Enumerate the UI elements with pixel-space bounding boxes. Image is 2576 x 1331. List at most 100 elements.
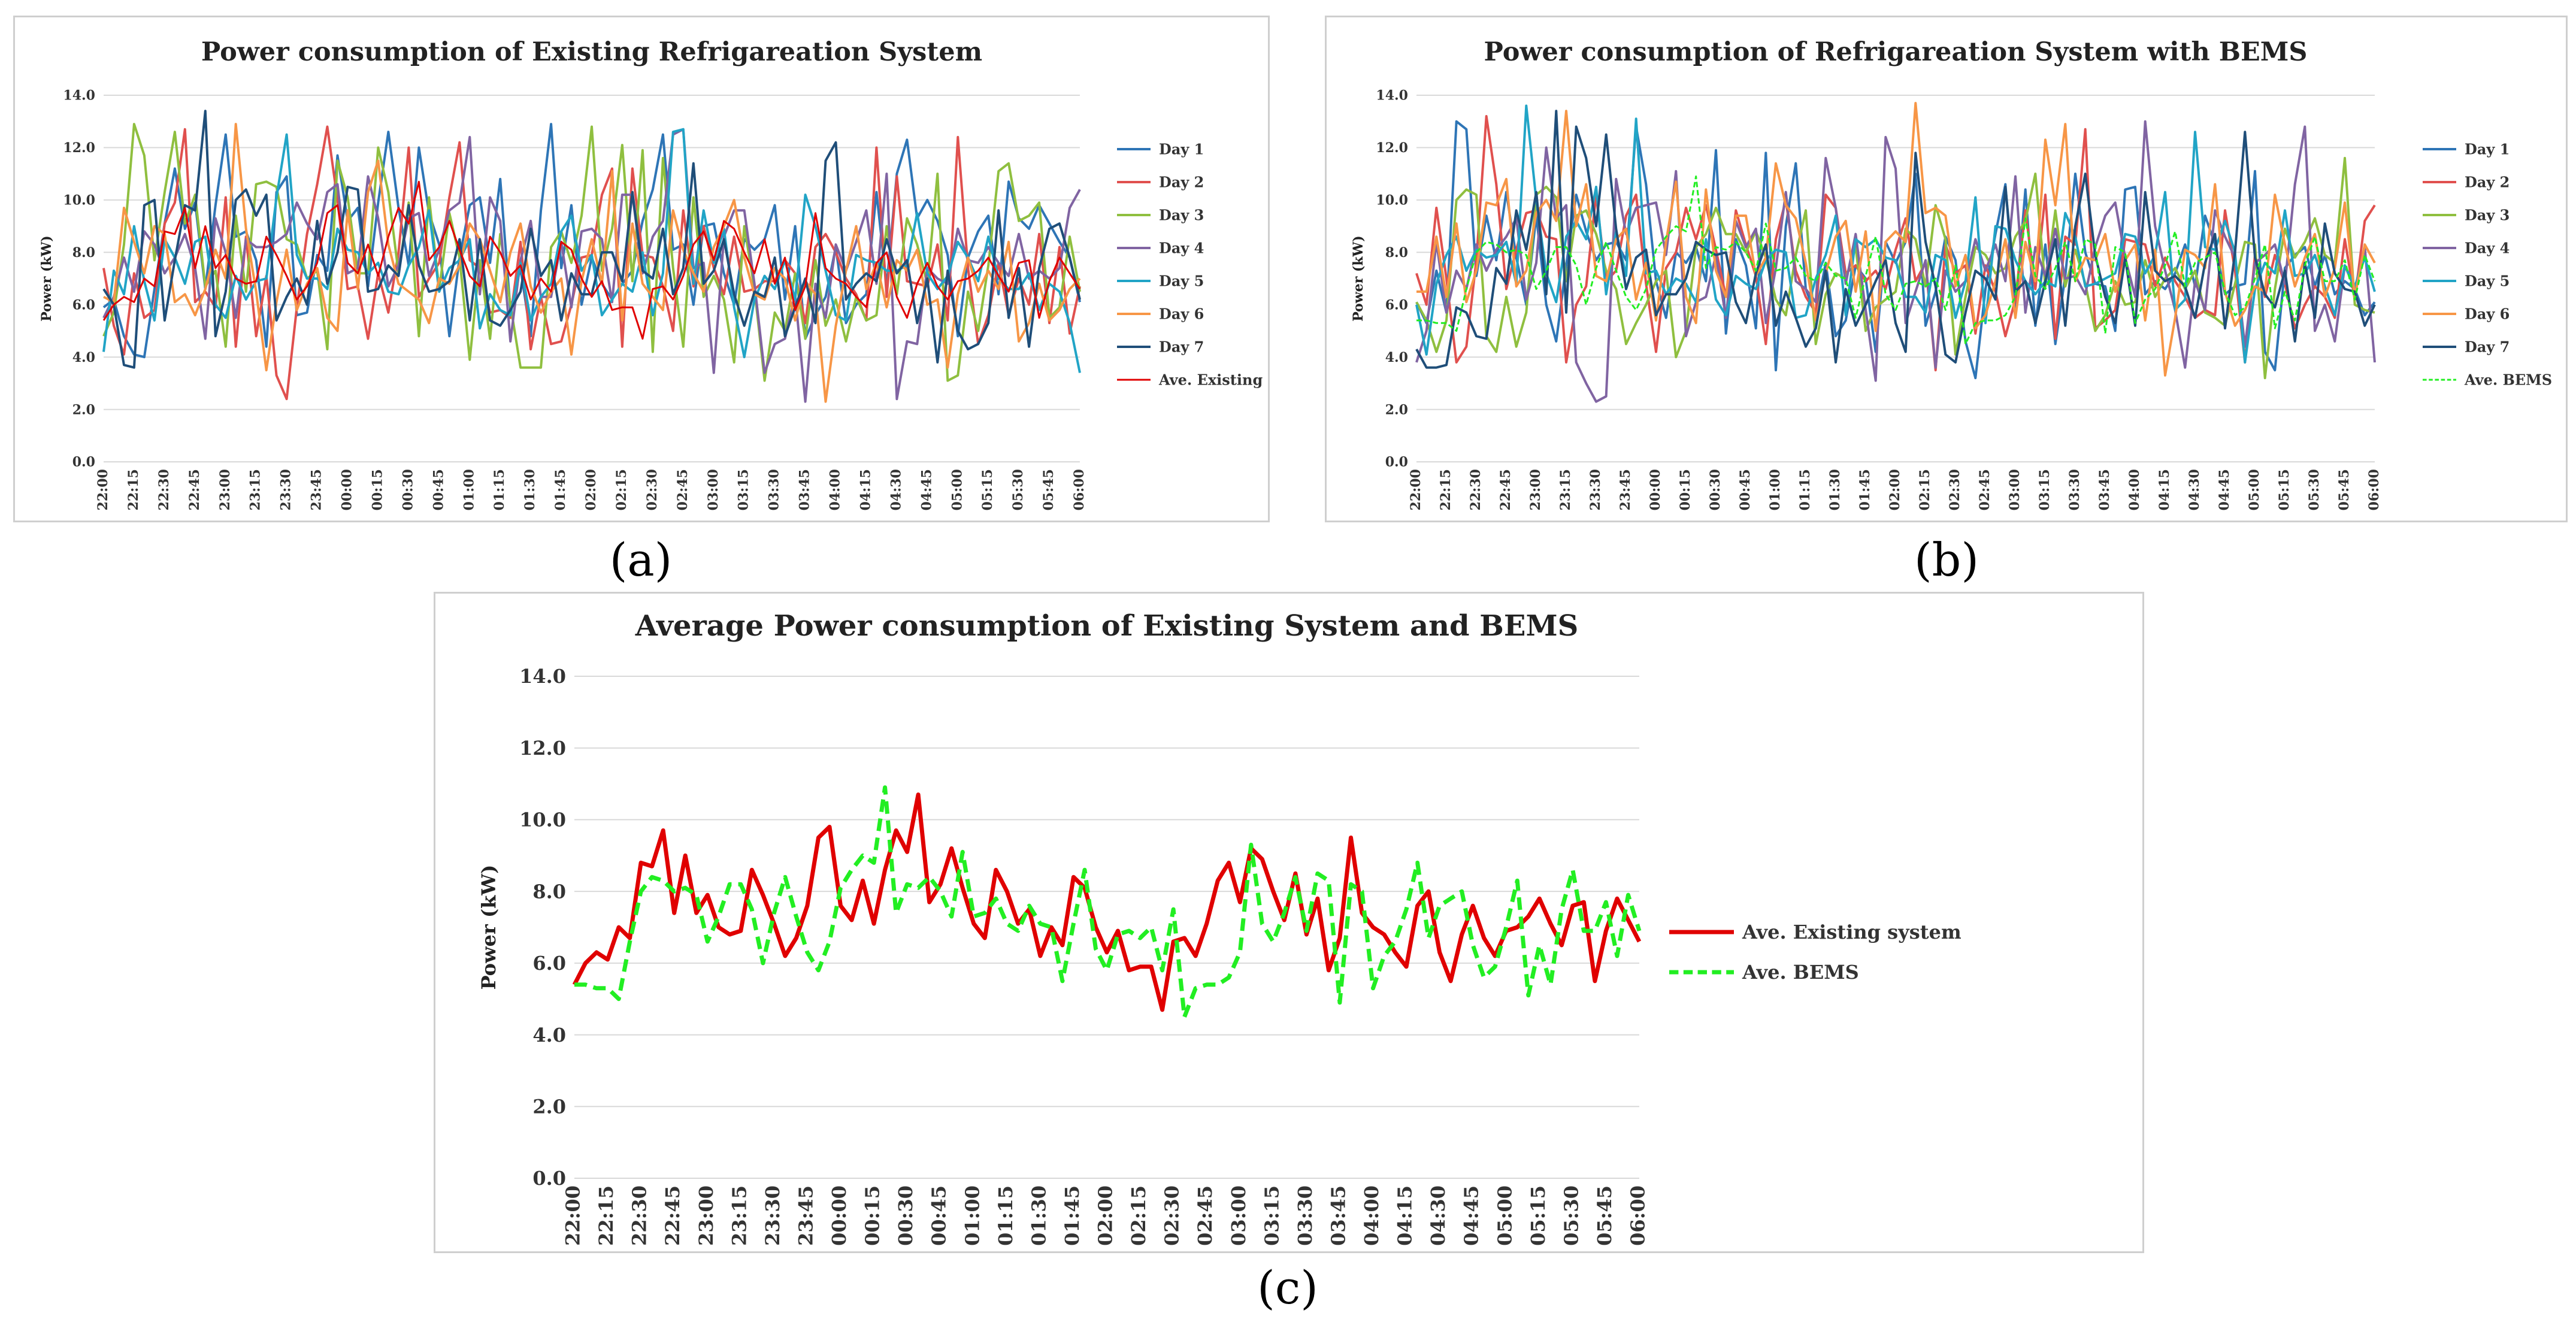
chart-c-xtick-label: 03:30 — [1294, 1185, 1316, 1246]
chart-c-xtick-label: 05:15 — [1527, 1185, 1549, 1246]
chart-a-xtick-label: 02:30 — [644, 469, 660, 510]
chart-c-ytick-label: 2.0 — [532, 1095, 566, 1118]
chart-b-xtick-label: 22:30 — [1468, 469, 1484, 510]
chart-c-xtick-label: 22:15 — [595, 1185, 617, 1246]
chart-a-ylabel: Power (kW) — [39, 235, 55, 322]
chart-a-legend-label: Day 5 — [1159, 272, 1204, 289]
chart-a-xtick-label: 22:00 — [95, 469, 111, 510]
chart-b-xtick-label: 04:15 — [2157, 469, 2172, 510]
chart-c-ytick-label: 8.0 — [532, 880, 566, 903]
chart-a-xtick-label: 04:15 — [858, 469, 873, 510]
chart-b-legend-label: Day 2 — [2465, 173, 2510, 190]
chart-a-xtick-label: 22:45 — [187, 469, 202, 510]
chart-b-legend-label: Day 3 — [2465, 206, 2510, 223]
chart-b-legend-label: Day 7 — [2465, 338, 2510, 355]
chart-b-ytick-label: 8.0 — [1385, 245, 1408, 261]
chart-c-xtick-label: 02:45 — [1194, 1185, 1216, 1246]
chart-b-xtick-label: 03:30 — [2067, 469, 2082, 510]
chart-a-title: Power consumption of Existing Refrigarea… — [201, 37, 982, 67]
chart-panel-b: Power consumption of Refrigareation Syst… — [1325, 16, 2568, 522]
chart-b-xtick-label: 01:30 — [1827, 469, 1843, 510]
chart-c-title: Average Power consumption of Existing Sy… — [635, 609, 1578, 643]
chart-c-ytick-label: 10.0 — [519, 809, 566, 831]
chart-b-ytick-label: 0.0 — [1385, 455, 1408, 470]
chart-b-xtick-label: 00:15 — [1678, 469, 1693, 510]
chart-b-xtick-label: 05:00 — [2247, 469, 2262, 510]
chart-a-xtick-label: 22:15 — [126, 469, 141, 510]
chart-c-xtick-label: 00:45 — [928, 1185, 951, 1246]
chart-c-xtick-label: 01:45 — [1061, 1185, 1083, 1246]
chart-a-xtick-label: 03:00 — [706, 469, 721, 510]
chart-a-xtick-label: 23:45 — [309, 469, 325, 510]
chart-b-xtick-label: 05:30 — [2306, 469, 2322, 510]
chart-b-xtick-label: 23:45 — [1618, 469, 1633, 510]
chart-a-ytick-label: 8.0 — [72, 245, 95, 261]
chart-b-legend-label: Day 5 — [2465, 272, 2510, 289]
chart-a-xtick-label: 04:30 — [888, 469, 904, 510]
chart-a-xtick-label: 01:45 — [553, 469, 568, 510]
chart-b-ytick-label: 10.0 — [1376, 193, 1408, 208]
chart-b-xtick-label: 04:45 — [2217, 469, 2232, 510]
chart-c-xtick-label: 23:30 — [761, 1185, 784, 1246]
chart-a-xtick-label: 02:15 — [614, 469, 629, 510]
chart-a-xtick-label: 04:00 — [828, 469, 843, 510]
chart-b-series-line-6 — [1416, 102, 2376, 377]
chart-a-xtick-label: 03:15 — [736, 469, 752, 510]
chart-c-legend-label: Ave. Existing system — [1742, 921, 1961, 943]
chart-a-ytick-label: 2.0 — [72, 402, 95, 418]
chart-a-ytick-label: 0.0 — [72, 455, 95, 470]
chart-a-xtick-label: 06:00 — [1071, 469, 1087, 510]
chart-a-xtick-label: 05:30 — [1010, 469, 1026, 510]
chart-c-xtick-label: 01:15 — [994, 1185, 1017, 1246]
chart-a-xtick-label: 05:45 — [1041, 469, 1057, 510]
chart-b-xtick-label: 00:00 — [1648, 469, 1663, 510]
chart-b-legend-label: Day 1 — [2465, 140, 2510, 158]
chart-a-ytick-label: 6.0 — [72, 297, 95, 313]
chart-b-legend-label: Ave. BEMS — [2464, 371, 2552, 388]
chart-c-xtick-label: 05:00 — [1493, 1185, 1516, 1246]
caption-a: (a) — [609, 533, 673, 586]
chart-c-xtick-label: 03:45 — [1327, 1185, 1349, 1246]
chart-b-xtick-label: 02:00 — [1887, 469, 1903, 510]
chart-c-series-line-2 — [574, 785, 1642, 1020]
chart-b-xtick-label: 23:30 — [1588, 469, 1603, 510]
chart-c-xtick-label: 22:30 — [628, 1185, 651, 1246]
chart-b-series-line-7 — [1415, 110, 2376, 369]
chart-a-xtick-label: 23:15 — [248, 469, 264, 510]
chart-b-ytick-label: 4.0 — [1385, 350, 1408, 365]
chart-b-xtick-label: 04:00 — [2127, 469, 2142, 510]
chart-c-xtick-label: 04:30 — [1427, 1185, 1449, 1246]
chart-b-ytick-label: 6.0 — [1385, 297, 1408, 313]
chart-b-xtick-label: 03:00 — [2007, 469, 2023, 510]
chart-c-ytick-label: 0.0 — [532, 1167, 566, 1190]
chart-a-legend-label: Day 7 — [1159, 338, 1204, 355]
chart-b-xtick-label: 22:45 — [1498, 469, 1513, 510]
chart-c-legend-label: Ave. BEMS — [1742, 961, 1859, 984]
chart-b-series-line-2 — [1415, 115, 2376, 371]
chart-b-xtick-label: 00:45 — [1737, 469, 1753, 510]
chart-c-xtick-label: 02:30 — [1161, 1185, 1183, 1246]
chart-a-xtick-label: 01:30 — [522, 469, 538, 510]
chart-a-legend-label: Ave. Existing — [1158, 371, 1263, 388]
chart-a-xtick-label: 23:00 — [217, 469, 233, 510]
chart-c-xtick-label: 06:00 — [1627, 1185, 1649, 1246]
chart-b-xtick-label: 02:30 — [1947, 469, 1963, 510]
chart-a-xtick-label: 05:00 — [949, 469, 965, 510]
chart-c-xtick-label: 23:45 — [794, 1185, 817, 1246]
chart-a-ytick-label: 14.0 — [63, 88, 95, 104]
chart-a-legend-label: Day 1 — [1159, 140, 1204, 158]
chart-b-xtick-label: 01:00 — [1767, 469, 1783, 510]
chart-a-xtick-label: 01:00 — [461, 469, 477, 510]
chart-a-xtick-label: 03:45 — [797, 469, 813, 510]
chart-b-xtick-label: 01:15 — [1797, 469, 1813, 510]
chart-b-series-line-8 — [1416, 176, 2376, 345]
chart-c-ytick-label: 4.0 — [532, 1024, 566, 1046]
chart-b-xtick-label: 05:15 — [2277, 469, 2292, 510]
chart-a-ytick-label: 12.0 — [63, 140, 95, 156]
chart-a-series-line-4 — [102, 128, 1081, 403]
chart-a-xtick-label: 01:15 — [492, 469, 507, 510]
chart-b-xtick-label: 03:45 — [2097, 469, 2112, 510]
chart-b-xtick-label: 04:30 — [2187, 469, 2202, 510]
chart-a-ytick-label: 10.0 — [63, 193, 95, 208]
chart-c-svg: Average Power consumption of Existing Sy… — [477, 609, 1961, 1246]
